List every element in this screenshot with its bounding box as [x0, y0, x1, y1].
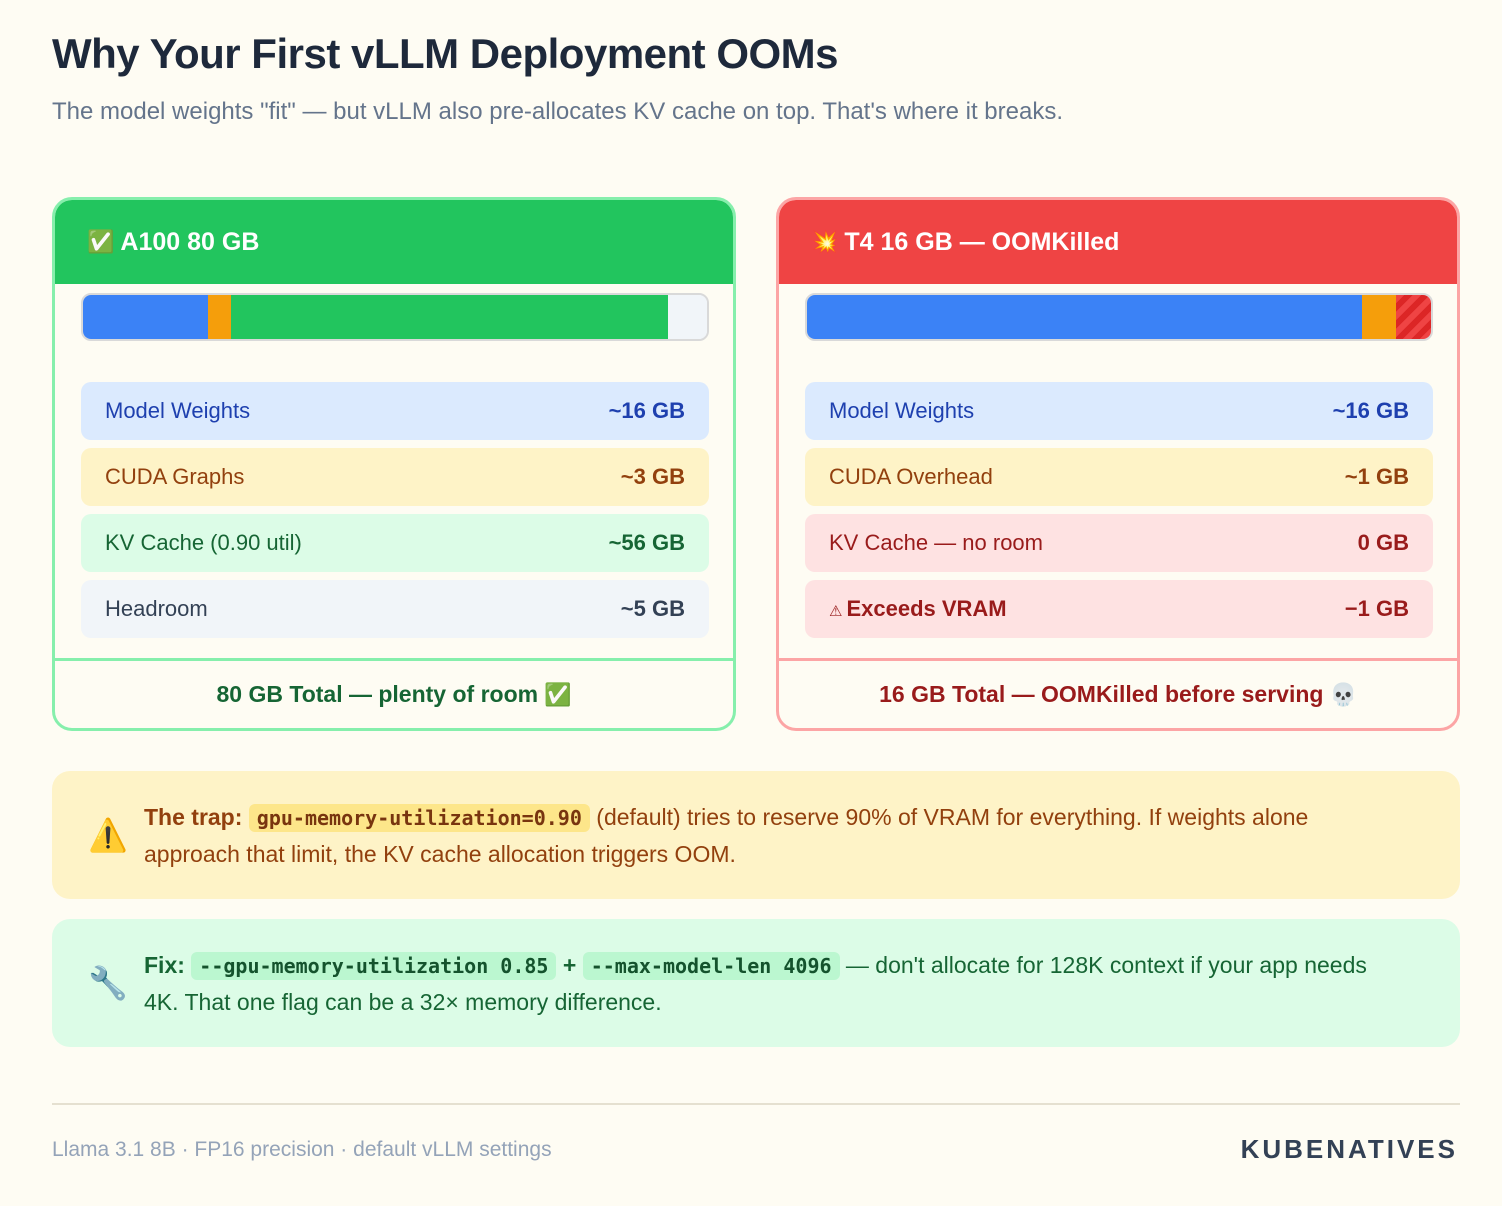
row-value: ~16 GB [608, 398, 685, 423]
row-value: ~56 GB [608, 530, 685, 555]
bar-segment-cuda-overhead [1361, 295, 1397, 339]
fix-lead: Fix: [144, 951, 185, 978]
trap-lead: The trap: [144, 803, 243, 830]
row-value: 0 GB [1357, 530, 1409, 555]
list-item: Model Weights ~16 GB [805, 382, 1433, 440]
brand-logo: KUBENATIVES [1240, 1134, 1458, 1164]
fix-code-1: --gpu-memory-utilization 0.85 [191, 951, 557, 980]
t4-card-footer: 16 GB Total — OOMKilled before serving 💀 [779, 658, 1457, 728]
t4-total-text: 16 GB Total — OOMKilled before serving [879, 681, 1324, 707]
fix-plus: + [562, 951, 577, 978]
row-value: ~3 GB [620, 464, 685, 489]
bar-segment-cuda-graphs [207, 295, 232, 339]
row-label: ⚠ Exceeds VRAM [829, 596, 1007, 622]
row-label: KV Cache (0.90 util) [105, 530, 302, 555]
t4-card-header: 💥 T4 16 GB — OOMKilled [779, 200, 1457, 284]
fix-text: Fix: --gpu-memory-utilization 0.85 + --m… [144, 947, 1400, 1020]
fix-callout: 🔧 Fix: --gpu-memory-utilization 0.85 + -… [52, 919, 1460, 1047]
list-item: CUDA Graphs ~3 GB [81, 448, 709, 506]
warning-icon: ⚠ [829, 603, 843, 620]
list-item: Headroom ~5 GB [81, 580, 709, 638]
explosion-icon: 💥 [811, 229, 839, 254]
bar-segment-headroom [667, 295, 707, 339]
row-label: CUDA Overhead [829, 464, 993, 489]
bar-segment-model-weights [807, 295, 1362, 339]
wrench-icon: 🔧 [88, 965, 128, 1001]
bar-segment-model-weights [83, 295, 208, 339]
a100-card: ✅ A100 80 GB Model Weights ~16 GB CUDA G… [52, 197, 736, 731]
a100-card-footer: 80 GB Total — plenty of room ✅ [55, 658, 733, 728]
row-label: Model Weights [829, 398, 975, 423]
a100-card-header: ✅ A100 80 GB [55, 200, 733, 284]
footer-divider [52, 1103, 1460, 1105]
trap-callout: ⚠️ The trap: gpu-memory-utilization=0.90… [52, 771, 1460, 899]
a100-card-title: A100 80 GB [120, 227, 260, 256]
fix-code-2: --max-model-len 4096 [582, 951, 840, 980]
row-value: ~16 GB [1332, 398, 1409, 423]
trap-body: (default) tries to reserve 90% of VRAM f… [144, 803, 1309, 867]
t4-breakdown-list: Model Weights ~16 GB CUDA Overhead ~1 GB… [805, 382, 1433, 646]
list-item: KV Cache (0.90 util) ~56 GB [81, 514, 709, 572]
row-label: Model Weights [105, 398, 251, 423]
page-title: Why Your First vLLM Deployment OOMs [52, 30, 839, 77]
row-label: Headroom [105, 596, 208, 621]
page-subtitle: The model weights "fit" — but vLLM also … [52, 98, 1063, 125]
t4-card: 💥 T4 16 GB — OOMKilled Model Weights ~16… [776, 197, 1460, 731]
check-icon: ✅ [544, 681, 572, 707]
fix-body: — don't allocate for 128K context if you… [144, 951, 1367, 1015]
a100-memory-bar [81, 293, 709, 341]
row-value: ~1 GB [1344, 464, 1409, 489]
a100-breakdown-list: Model Weights ~16 GB CUDA Graphs ~3 GB K… [81, 382, 709, 646]
row-label-text: Exceeds VRAM [846, 596, 1007, 621]
row-value: ~5 GB [620, 596, 685, 621]
trap-text: The trap: gpu-memory-utilization=0.90 (d… [144, 799, 1400, 872]
t4-card-title: T4 16 GB — OOMKilled [844, 227, 1120, 256]
check-icon: ✅ [87, 229, 115, 254]
bar-segment-exceeds-vram [1396, 295, 1431, 339]
row-label: CUDA Graphs [105, 464, 245, 489]
trap-code: gpu-memory-utilization=0.90 [248, 803, 590, 832]
list-item: Model Weights ~16 GB [81, 382, 709, 440]
skull-icon: 💀 [1329, 681, 1357, 707]
a100-total-text: 80 GB Total — plenty of room [216, 681, 539, 707]
row-value: −1 GB [1344, 596, 1409, 621]
list-item: CUDA Overhead ~1 GB [805, 448, 1433, 506]
bar-segment-kv-cache [231, 295, 668, 339]
list-item: KV Cache — no room 0 GB [805, 514, 1433, 572]
row-label: KV Cache — no room [829, 530, 1043, 555]
warning-icon: ⚠️ [88, 817, 128, 853]
t4-memory-bar [805, 293, 1433, 341]
list-item: ⚠ Exceeds VRAM −1 GB [805, 580, 1433, 638]
footer-caption: Llama 3.1 8B · FP16 precision · default … [52, 1138, 552, 1161]
